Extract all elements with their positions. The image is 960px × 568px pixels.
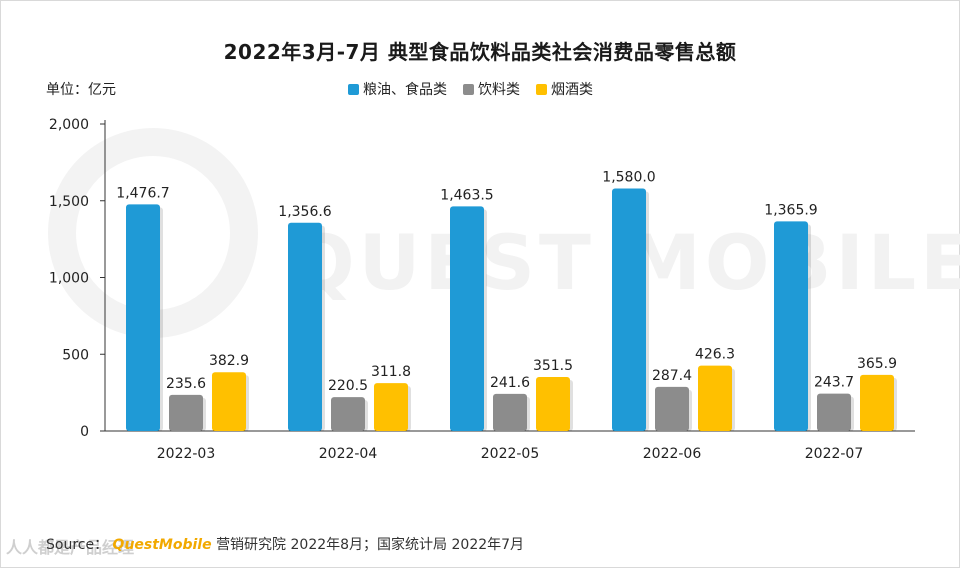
bar <box>536 377 570 431</box>
x-tick-label: 2022-06 <box>643 446 702 462</box>
y-tick-label: 1,000 <box>49 271 89 287</box>
source-prefix: Source： <box>46 537 109 553</box>
legend-item-grain-food: 粮油、食品类 <box>348 79 447 99</box>
data-label: 382.9 <box>209 353 249 369</box>
legend-swatch-tobacco-liquor <box>536 83 547 95</box>
data-label: 1,356.6 <box>278 204 332 220</box>
bar <box>126 204 160 431</box>
source-text: 营销研究院 2022年8月；国家统计局 2022年7月 <box>216 537 525 553</box>
data-label: 365.9 <box>857 356 897 372</box>
bar <box>169 394 203 431</box>
bar <box>860 374 894 431</box>
bar <box>288 222 322 431</box>
y-tick-label: 1,500 <box>49 194 89 210</box>
data-label: 426.3 <box>695 347 735 363</box>
legend-item-beverage: 饮料类 <box>463 79 520 99</box>
y-tick-label: 2,000 <box>49 117 89 133</box>
bar <box>612 188 646 431</box>
data-label: 1,463.5 <box>440 187 493 203</box>
y-tick-label: 0 <box>80 424 89 440</box>
bar <box>774 221 808 431</box>
legend-swatch-beverage <box>463 83 474 95</box>
data-label: 287.4 <box>652 368 692 384</box>
y-tick-label: 500 <box>62 347 89 363</box>
bar <box>493 393 527 431</box>
data-label: 235.6 <box>166 376 206 392</box>
stamp-watermark: 人人都是产品经理 <box>6 538 135 557</box>
legend-label-tobacco-liquor: 烟酒类 <box>551 82 593 98</box>
x-tick-label: 2022-04 <box>319 446 378 462</box>
x-tick-label: 2022-05 <box>481 446 540 462</box>
source-note: Source： QuestMobile 营销研究院 2022年8月；国家统计局 … <box>46 534 524 554</box>
x-tick-label: 2022-03 <box>157 446 216 462</box>
data-label: 1,580.0 <box>602 169 655 185</box>
bar <box>450 206 484 431</box>
bar <box>331 397 365 431</box>
bar <box>817 393 851 431</box>
data-label: 241.6 <box>490 375 530 391</box>
data-label: 220.5 <box>328 378 368 394</box>
legend: 粮油、食品类 饮料类 烟酒类 <box>348 79 593 99</box>
data-label: 311.8 <box>371 364 411 380</box>
bar <box>212 372 246 431</box>
x-tick-label: 2022-07 <box>805 446 864 462</box>
legend-item-tobacco-liquor: 烟酒类 <box>536 79 593 99</box>
bar <box>655 386 689 431</box>
source-brand: QuestMobile <box>112 537 212 553</box>
legend-label-grain-food: 粮油、食品类 <box>363 82 447 98</box>
data-label: 1,365.9 <box>764 202 817 218</box>
chart-title: 2022年3月-7月 典型食品饮料品类社会消费品零售总额 <box>223 40 737 64</box>
data-label: 243.7 <box>814 375 854 391</box>
unit-label: 单位：亿元 <box>46 82 116 98</box>
data-label: 351.5 <box>533 358 573 374</box>
bar <box>698 365 732 431</box>
data-label: 1,476.7 <box>116 185 169 201</box>
bar <box>374 383 408 431</box>
legend-label-beverage: 饮料类 <box>478 82 520 98</box>
legend-swatch-grain-food <box>348 83 359 95</box>
